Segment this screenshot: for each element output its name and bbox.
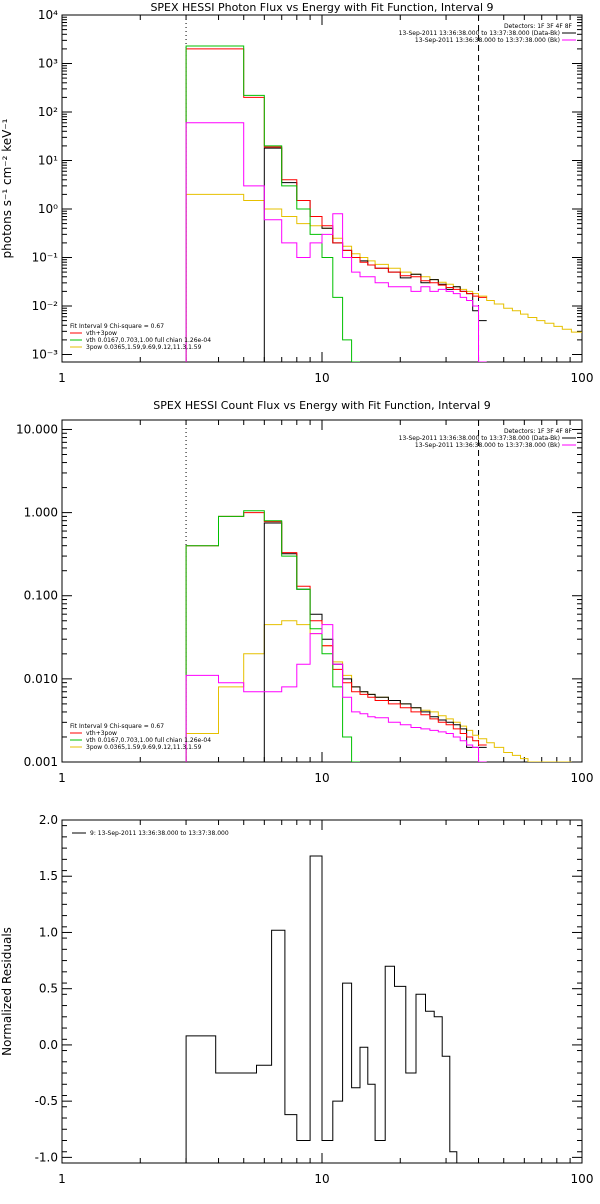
plot-frame: [61, 419, 583, 763]
legend-detectors: Detectors: 1F 3F 4F 8F: [504, 23, 573, 30]
legend-fit-interval: Fit Interval 9 Chi-square = 0.67: [70, 323, 164, 330]
x-tick-label: 100: [571, 1172, 594, 1186]
series-3-line: [185, 624, 487, 762]
legend-bk-interval: 13-Sep-2011 13:36:38.000 to 13:37:38.000…: [415, 442, 560, 449]
x-tick-label: 1: [58, 371, 66, 385]
series-2-line: [185, 45, 360, 362]
legend-data-interval: 13-Sep-2011 13:36:38.000 to 13:37:38.000…: [399, 435, 560, 442]
series-0: [263, 522, 487, 762]
y-tick-label: 1.5: [39, 869, 58, 883]
y-tick-label: 10¹: [38, 153, 58, 167]
chart-title: SPEX HESSI Count Flux vs Energy with Fit…: [153, 399, 490, 412]
legend-3pow-params: 3pow 0.0365,1.59,9.69,9.12,11.3,1.59: [86, 744, 202, 751]
x-tick-label: 1: [58, 1172, 66, 1186]
x-tick-label: 10: [314, 1172, 329, 1186]
y-axis-label: Normalized Residuals: [0, 927, 14, 1056]
series-1: [185, 512, 487, 762]
chart-panel-2: SPEX HESSI Count Flux vs Energy with Fit…: [16, 399, 593, 785]
series-0: [185, 855, 476, 1163]
series-0-line: [185, 855, 476, 1163]
y-tick-label: 2.0: [39, 813, 58, 827]
series-3: [185, 122, 487, 362]
y-tick-label: -1.0: [35, 1150, 58, 1164]
x-tick-label: 100: [571, 371, 594, 385]
series-3: [185, 624, 487, 762]
y-tick-label: 0.010: [24, 672, 58, 686]
y-axis-label: photons s⁻¹ cm⁻² keV⁻¹: [0, 118, 14, 258]
chart-title: SPEX HESSI Photon Flux vs Energy with Fi…: [150, 1, 493, 14]
y-tick-label: 0.5: [39, 982, 58, 996]
series-3-line: [185, 122, 487, 362]
x-tick-label: 1: [58, 771, 66, 785]
series-0-line: [263, 522, 487, 762]
series-0-line: [263, 147, 487, 362]
legend-bk-interval: 13-Sep-2011 13:36:38.000 to 13:37:38.000…: [415, 37, 560, 44]
y-tick-label: 0.100: [24, 589, 58, 603]
series-yellow: [185, 193, 582, 362]
legend-3pow-params: 3pow 0.0365,1.59,9.69,9.12,11.3,1.59: [86, 344, 202, 351]
series-1-line: [185, 48, 487, 362]
series-1-line: [185, 512, 487, 762]
x-tick-label: 100: [571, 771, 594, 785]
y-tick-label: 10²: [38, 105, 58, 119]
series-1: [185, 48, 487, 362]
legend-detectors: Detectors: 1F 3F 4F 8F: [504, 428, 573, 435]
y-tick-label: 10⁻¹: [32, 250, 59, 264]
y-tick-label: 1.0: [39, 925, 58, 939]
y-tick-label: 0.0: [39, 1038, 58, 1052]
y-tick-label: 10⁰: [38, 202, 58, 216]
series-2-line: [185, 510, 360, 762]
chart-panel-1: SPEX HESSI Photon Flux vs Energy with Fi…: [0, 1, 593, 385]
y-tick-label: 10⁻²: [32, 299, 59, 313]
legend-fit-model: vth+3pow: [86, 730, 117, 737]
y-tick-label: 10.000: [16, 422, 58, 436]
series-0: [263, 147, 487, 362]
y-tick-label: 10³: [38, 56, 58, 70]
legend-fit-interval: Fit Interval 9 Chi-square = 0.67: [70, 723, 164, 730]
y-tick-label: 10⁻³: [32, 347, 59, 361]
legend-fit-model: vth+3pow: [86, 330, 117, 337]
series-2: [185, 510, 360, 762]
legend-vth-params: vth 0.0167,0.703,1.00 full chian 1.26e-0…: [86, 337, 211, 344]
series-2: [185, 45, 360, 362]
y-tick-label: -0.5: [35, 1094, 58, 1108]
legend-data-interval: 13-Sep-2011 13:36:38.000 to 13:37:38.000…: [399, 30, 560, 37]
y-tick-label: 10⁴: [38, 8, 58, 22]
chart-panel-3: Normalized Residuals 1 10 100 -1.0 -0.5 0.0 0.5…: [0, 813, 593, 1186]
y-tick-label: 1.000: [24, 506, 58, 520]
plot-frame: [61, 14, 583, 363]
y-tick-label: 0.001: [24, 755, 58, 769]
x-tick-label: 10: [314, 371, 329, 385]
series-yellow-line: [185, 193, 582, 362]
x-tick-label: 10: [314, 771, 329, 785]
legend-residual-interval: 9: 13-Sep-2011 13:36:38.000 to 13:37:38.…: [90, 830, 229, 837]
legend-vth-params: vth 0.0167,0.703,1.00 full chian 1.26e-0…: [86, 737, 211, 744]
